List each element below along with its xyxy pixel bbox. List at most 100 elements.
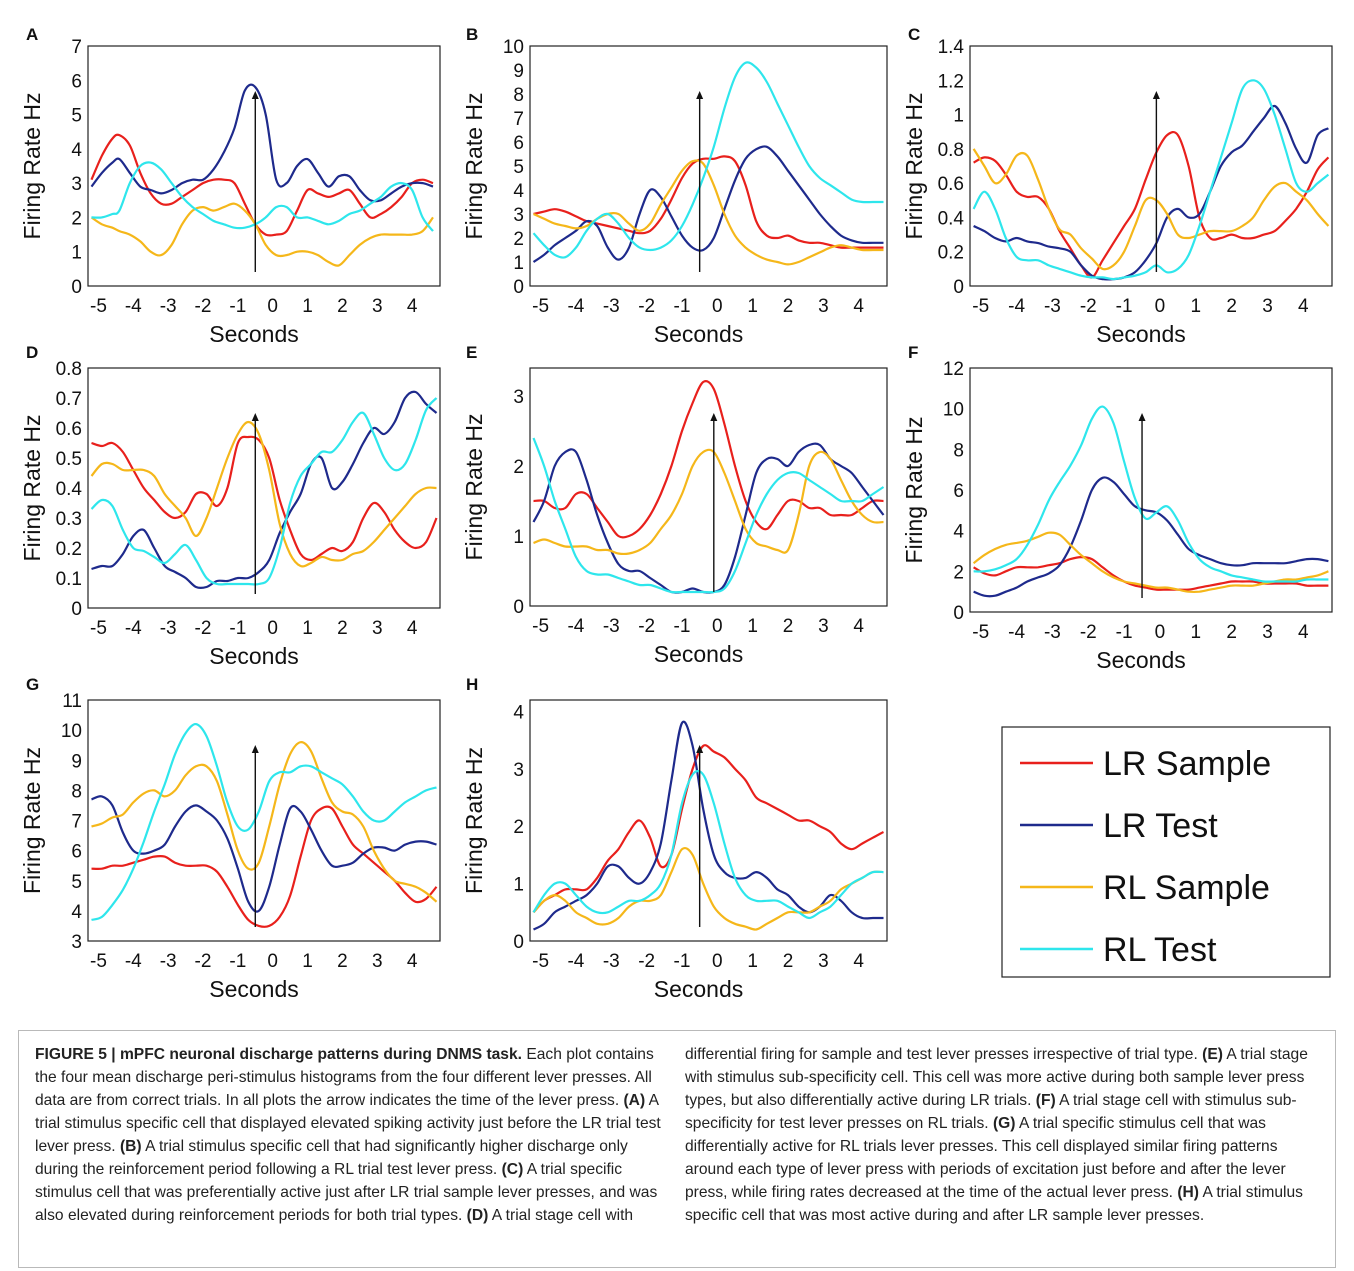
y-tick-label: 0 bbox=[71, 277, 82, 298]
x-tick-label: 3 bbox=[1262, 622, 1273, 643]
y-axis-label: Firing Rate Hz bbox=[461, 747, 487, 894]
x-tick-label: -3 bbox=[603, 951, 620, 972]
x-tick-label: 4 bbox=[853, 616, 864, 637]
y-tick-label: 12 bbox=[943, 359, 964, 380]
y-tick-label: 5 bbox=[71, 872, 82, 893]
caption-bold-text: FIGURE 5 | mPFC neuronal discharge patte… bbox=[35, 1046, 522, 1063]
panel-d: D 0 0.1 0.2 0.3 0.4 0.5 0.6 0.7 0.8 -5 -4 -3 -2 -1 0 1 2 3… bbox=[19, 343, 441, 669]
plot-frame bbox=[529, 699, 888, 942]
y-tick-label: 1 bbox=[513, 875, 524, 896]
y-tick-label: 8 bbox=[953, 440, 964, 461]
y-tick-label: 0.3 bbox=[56, 509, 82, 530]
caption-bold-text: (C) bbox=[501, 1161, 524, 1178]
x-tick-label: -2 bbox=[638, 616, 655, 637]
y-axis-label: Firing Rate Hz bbox=[901, 417, 927, 564]
x-tick-label: -4 bbox=[567, 296, 584, 317]
legend-item-lr-test: LR Test bbox=[1020, 807, 1218, 845]
series-line-rl-test bbox=[90, 397, 438, 586]
y-tick-label: 3 bbox=[71, 932, 82, 953]
y-tick-label: 9 bbox=[71, 751, 82, 772]
x-tick-label: -5 bbox=[972, 622, 989, 643]
arrow-head bbox=[251, 91, 259, 99]
series-line-lr-test bbox=[91, 795, 437, 913]
y-tick-label: 3 bbox=[513, 760, 524, 781]
caption-text: A trial stage cell with bbox=[488, 1207, 634, 1224]
y-tick-label: 4 bbox=[513, 702, 524, 723]
x-tick-label: -1 bbox=[229, 296, 246, 317]
panel-letter: H bbox=[466, 675, 478, 694]
x-tick-label: 1 bbox=[747, 296, 758, 317]
x-tick-label: -2 bbox=[638, 951, 655, 972]
x-tick-label: -4 bbox=[1008, 296, 1025, 317]
x-tick-label: 2 bbox=[783, 296, 794, 317]
legend-item-rl-test: RL Test bbox=[1020, 931, 1217, 969]
x-tick-label: 1 bbox=[1191, 622, 1202, 643]
y-tick-label: 1.2 bbox=[938, 71, 964, 92]
x-tick-label: 2 bbox=[1226, 622, 1237, 643]
y-tick-label: 11 bbox=[62, 691, 82, 712]
y-tick-label: 7 bbox=[71, 812, 82, 833]
plot-frame bbox=[529, 367, 888, 607]
x-tick-label: 3 bbox=[372, 951, 383, 972]
series-line-lr-sample bbox=[973, 131, 1330, 279]
x-tick-label: 0 bbox=[267, 296, 278, 317]
y-tick-label: 1.4 bbox=[938, 37, 965, 58]
y-tick-label: 5 bbox=[71, 106, 82, 127]
panel-c: C 0 0.2 0.4 0.6 0.8 1 1.2 1.4 -5 -4 -3 -2 -1 0 1 2 3 4 Firi… bbox=[901, 25, 1333, 347]
caption-bold-text: (G) bbox=[992, 1115, 1016, 1132]
y-tick-label: 3 bbox=[71, 174, 82, 195]
series-line-rl-sample bbox=[533, 448, 884, 556]
series-line-lr-test bbox=[91, 390, 438, 590]
x-tick-label: 3 bbox=[1262, 296, 1273, 317]
y-tick-label: 4 bbox=[71, 140, 82, 161]
legend-label: LR Test bbox=[1103, 807, 1218, 845]
arrow-head bbox=[1138, 413, 1146, 421]
y-tick-label: 0.4 bbox=[56, 479, 83, 500]
y-tick-label: 4 bbox=[513, 181, 524, 202]
caption-text: A trial stimulus specific cell that was … bbox=[685, 1184, 1303, 1224]
x-tick-label: -2 bbox=[1080, 622, 1097, 643]
x-axis-label: Seconds bbox=[1096, 647, 1186, 673]
y-tick-label: 8 bbox=[513, 85, 524, 106]
panel-a: A 0 1 2 3 4 5 6 7 -5 -4 -3 -2 -1 0 1 2 3 4 Firing Rate Hz Se… bbox=[19, 25, 441, 347]
x-tick-label: 1 bbox=[1191, 296, 1202, 317]
x-tick-label: 2 bbox=[783, 951, 794, 972]
series-line-rl-test bbox=[532, 61, 884, 259]
x-tick-label: 1 bbox=[747, 616, 758, 637]
x-tick-label: 3 bbox=[818, 616, 829, 637]
series-line-rl-sample bbox=[90, 202, 434, 267]
y-tick-label: 7 bbox=[71, 37, 82, 58]
x-tick-label: 1 bbox=[302, 618, 313, 639]
x-tick-label: -3 bbox=[603, 296, 620, 317]
caption-text: A trial stimulus specific cell that had … bbox=[35, 1138, 628, 1178]
y-tick-label: 10 bbox=[943, 400, 964, 421]
x-tick-label: -3 bbox=[160, 951, 177, 972]
x-tick-label: 0 bbox=[1155, 296, 1166, 317]
y-tick-label: 1 bbox=[71, 243, 82, 264]
arrow-head bbox=[710, 413, 718, 421]
x-tick-label: -4 bbox=[567, 951, 584, 972]
x-axis-label: Seconds bbox=[654, 976, 744, 1002]
x-tick-label: 3 bbox=[372, 296, 383, 317]
panel-b: B 0 1 2 3 4 5 6 7 8 9 10 -5 -4 -3 -2 -1 0 1 2 3 4 Firing Rate … bbox=[461, 25, 888, 347]
x-axis-label: Seconds bbox=[209, 976, 299, 1002]
x-tick-label: 4 bbox=[407, 296, 418, 317]
y-tick-label: 2 bbox=[513, 817, 524, 838]
series-line-rl-test bbox=[972, 79, 1330, 281]
caption-text: Each plot contains the four mean dischar… bbox=[35, 1046, 654, 1109]
y-tick-label: 6 bbox=[953, 481, 964, 502]
x-tick-label: 4 bbox=[407, 618, 418, 639]
y-tick-label: 0.6 bbox=[938, 174, 964, 195]
y-tick-label: 1 bbox=[513, 253, 524, 274]
y-tick-label: 0.6 bbox=[56, 419, 82, 440]
y-tick-label: 1 bbox=[513, 527, 524, 548]
arrow-head bbox=[696, 91, 704, 99]
x-tick-label: 2 bbox=[337, 951, 348, 972]
x-tick-label: 2 bbox=[337, 618, 348, 639]
x-tick-label: -1 bbox=[1116, 622, 1133, 643]
figure-caption: FIGURE 5 | mPFC neuronal discharge patte… bbox=[18, 1030, 1336, 1268]
panel-h: H 0 1 2 3 4 -5 -4 -3 -2 -1 0 1 2 3 4 Firing Rate Hz Secon… bbox=[461, 675, 888, 1002]
